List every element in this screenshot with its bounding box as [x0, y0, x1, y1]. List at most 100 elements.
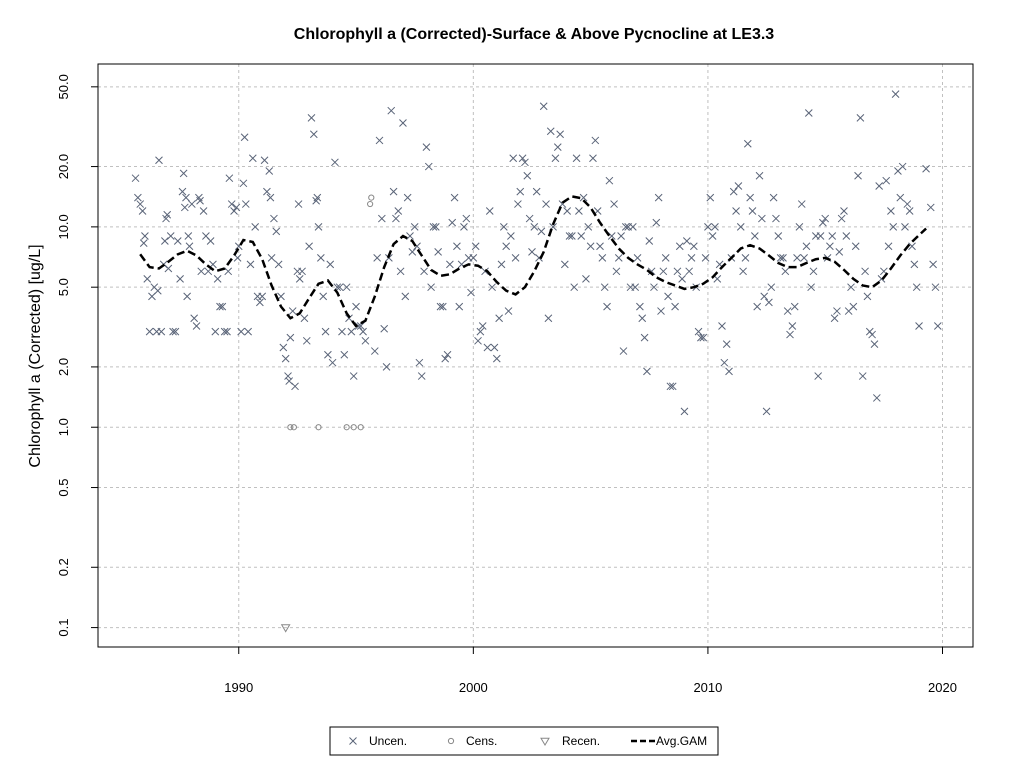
point-stroke: [584, 223, 593, 231]
uncensored-point: [570, 283, 579, 292]
legend-label: Uncen.: [369, 734, 407, 748]
uncensored-point: [352, 302, 360, 311]
uncensored-point: [313, 193, 322, 202]
point-stroke: [239, 179, 248, 188]
point-stroke: [795, 223, 804, 231]
point-stroke: [750, 232, 759, 240]
uncensored-point: [192, 322, 201, 330]
uncensored-point: [375, 136, 384, 145]
point-stroke: [821, 214, 830, 223]
uncensored-point: [185, 242, 194, 251]
point-stroke: [178, 187, 187, 196]
uncensored-point: [380, 324, 389, 333]
x-tick-label: 2020: [928, 680, 957, 695]
uncensored-point: [504, 307, 513, 315]
uncensored-point: [882, 176, 891, 185]
point-stroke: [586, 242, 595, 251]
point-stroke: [809, 267, 818, 276]
point-stroke: [793, 254, 801, 262]
uncensored-point: [157, 327, 166, 336]
point-stroke: [657, 307, 665, 315]
point-stroke: [518, 154, 527, 163]
point-stroke: [462, 214, 471, 223]
uncensored-point: [232, 203, 241, 212]
uncensored-point: [788, 322, 797, 330]
uncensored-point: [816, 232, 825, 240]
uncensored-point: [408, 248, 417, 256]
uncensored-point: [828, 232, 837, 240]
uncensored-point: [338, 327, 346, 336]
point-stroke: [485, 207, 494, 215]
uncensored-point: [645, 237, 654, 245]
point-stroke: [169, 327, 177, 336]
uncensored-point: [213, 275, 222, 283]
uncensored-point: [697, 333, 705, 342]
uncensored-point: [680, 407, 689, 416]
uncensored-point: [173, 237, 182, 245]
point-stroke: [631, 283, 640, 292]
uncensored-point: [182, 193, 190, 202]
point-stroke: [903, 200, 912, 208]
uncensored-point: [851, 242, 860, 251]
uncensored-point: [139, 239, 148, 247]
point-stroke: [659, 267, 668, 276]
plot-frame: [97, 63, 974, 648]
uncensored-point: [560, 260, 569, 269]
point-stroke: [666, 382, 675, 391]
point-stroke: [521, 158, 529, 167]
point-stroke: [478, 322, 487, 330]
point-stroke: [875, 182, 884, 190]
uncensored-point: [429, 223, 438, 231]
point-stroke: [783, 307, 792, 315]
point-stroke: [619, 347, 628, 355]
point-stroke: [434, 248, 443, 256]
point-stroke: [197, 267, 206, 276]
uncensored-point: [802, 242, 811, 251]
point-stroke: [725, 367, 733, 376]
point-stroke: [190, 314, 199, 323]
point-stroke: [153, 286, 162, 295]
uncensored-point: [507, 232, 515, 240]
point-stroke: [901, 223, 909, 231]
point-stroke: [279, 343, 288, 352]
point-stroke: [399, 119, 407, 127]
point-stroke: [176, 275, 184, 283]
point-stroke: [579, 193, 588, 202]
censored-point: [357, 424, 364, 431]
point-stroke: [340, 350, 349, 359]
point-stroke: [394, 207, 403, 215]
point-stroke: [429, 223, 438, 231]
gam-line: [139, 195, 927, 328]
point-stroke: [294, 200, 303, 208]
uncensored-point: [553, 143, 562, 151]
uncensored-point: [539, 102, 548, 111]
uncensored-point: [136, 200, 145, 208]
point-stroke: [267, 254, 276, 262]
point-stroke: [882, 176, 891, 185]
uncensored-point: [206, 237, 215, 245]
uncensored-point: [180, 203, 189, 212]
point-stroke: [912, 283, 921, 292]
point-stroke: [570, 283, 579, 292]
uncensored-point: [326, 260, 335, 269]
point-stroke: [685, 267, 694, 276]
uncensored-point: [462, 214, 471, 223]
uncensored-point: [610, 200, 618, 208]
point-stroke: [224, 267, 233, 276]
point-stroke: [134, 193, 142, 202]
uncensored-point: [288, 307, 297, 315]
uncensored-point: [227, 200, 236, 208]
uncensored-point: [772, 214, 780, 223]
point-stroke: [643, 367, 651, 376]
uncensored-point: [530, 223, 539, 231]
point-stroke: [755, 171, 764, 180]
uncensored-point: [898, 162, 907, 171]
uncensored-point: [373, 254, 382, 262]
uncensored-point: [842, 232, 851, 240]
uncensored-point: [361, 336, 370, 345]
point-stroke: [851, 242, 860, 251]
uncensored-point: [596, 242, 604, 251]
uncensored-point: [511, 254, 520, 262]
uncensored-point: [598, 254, 607, 262]
uncensored-point: [460, 223, 468, 231]
